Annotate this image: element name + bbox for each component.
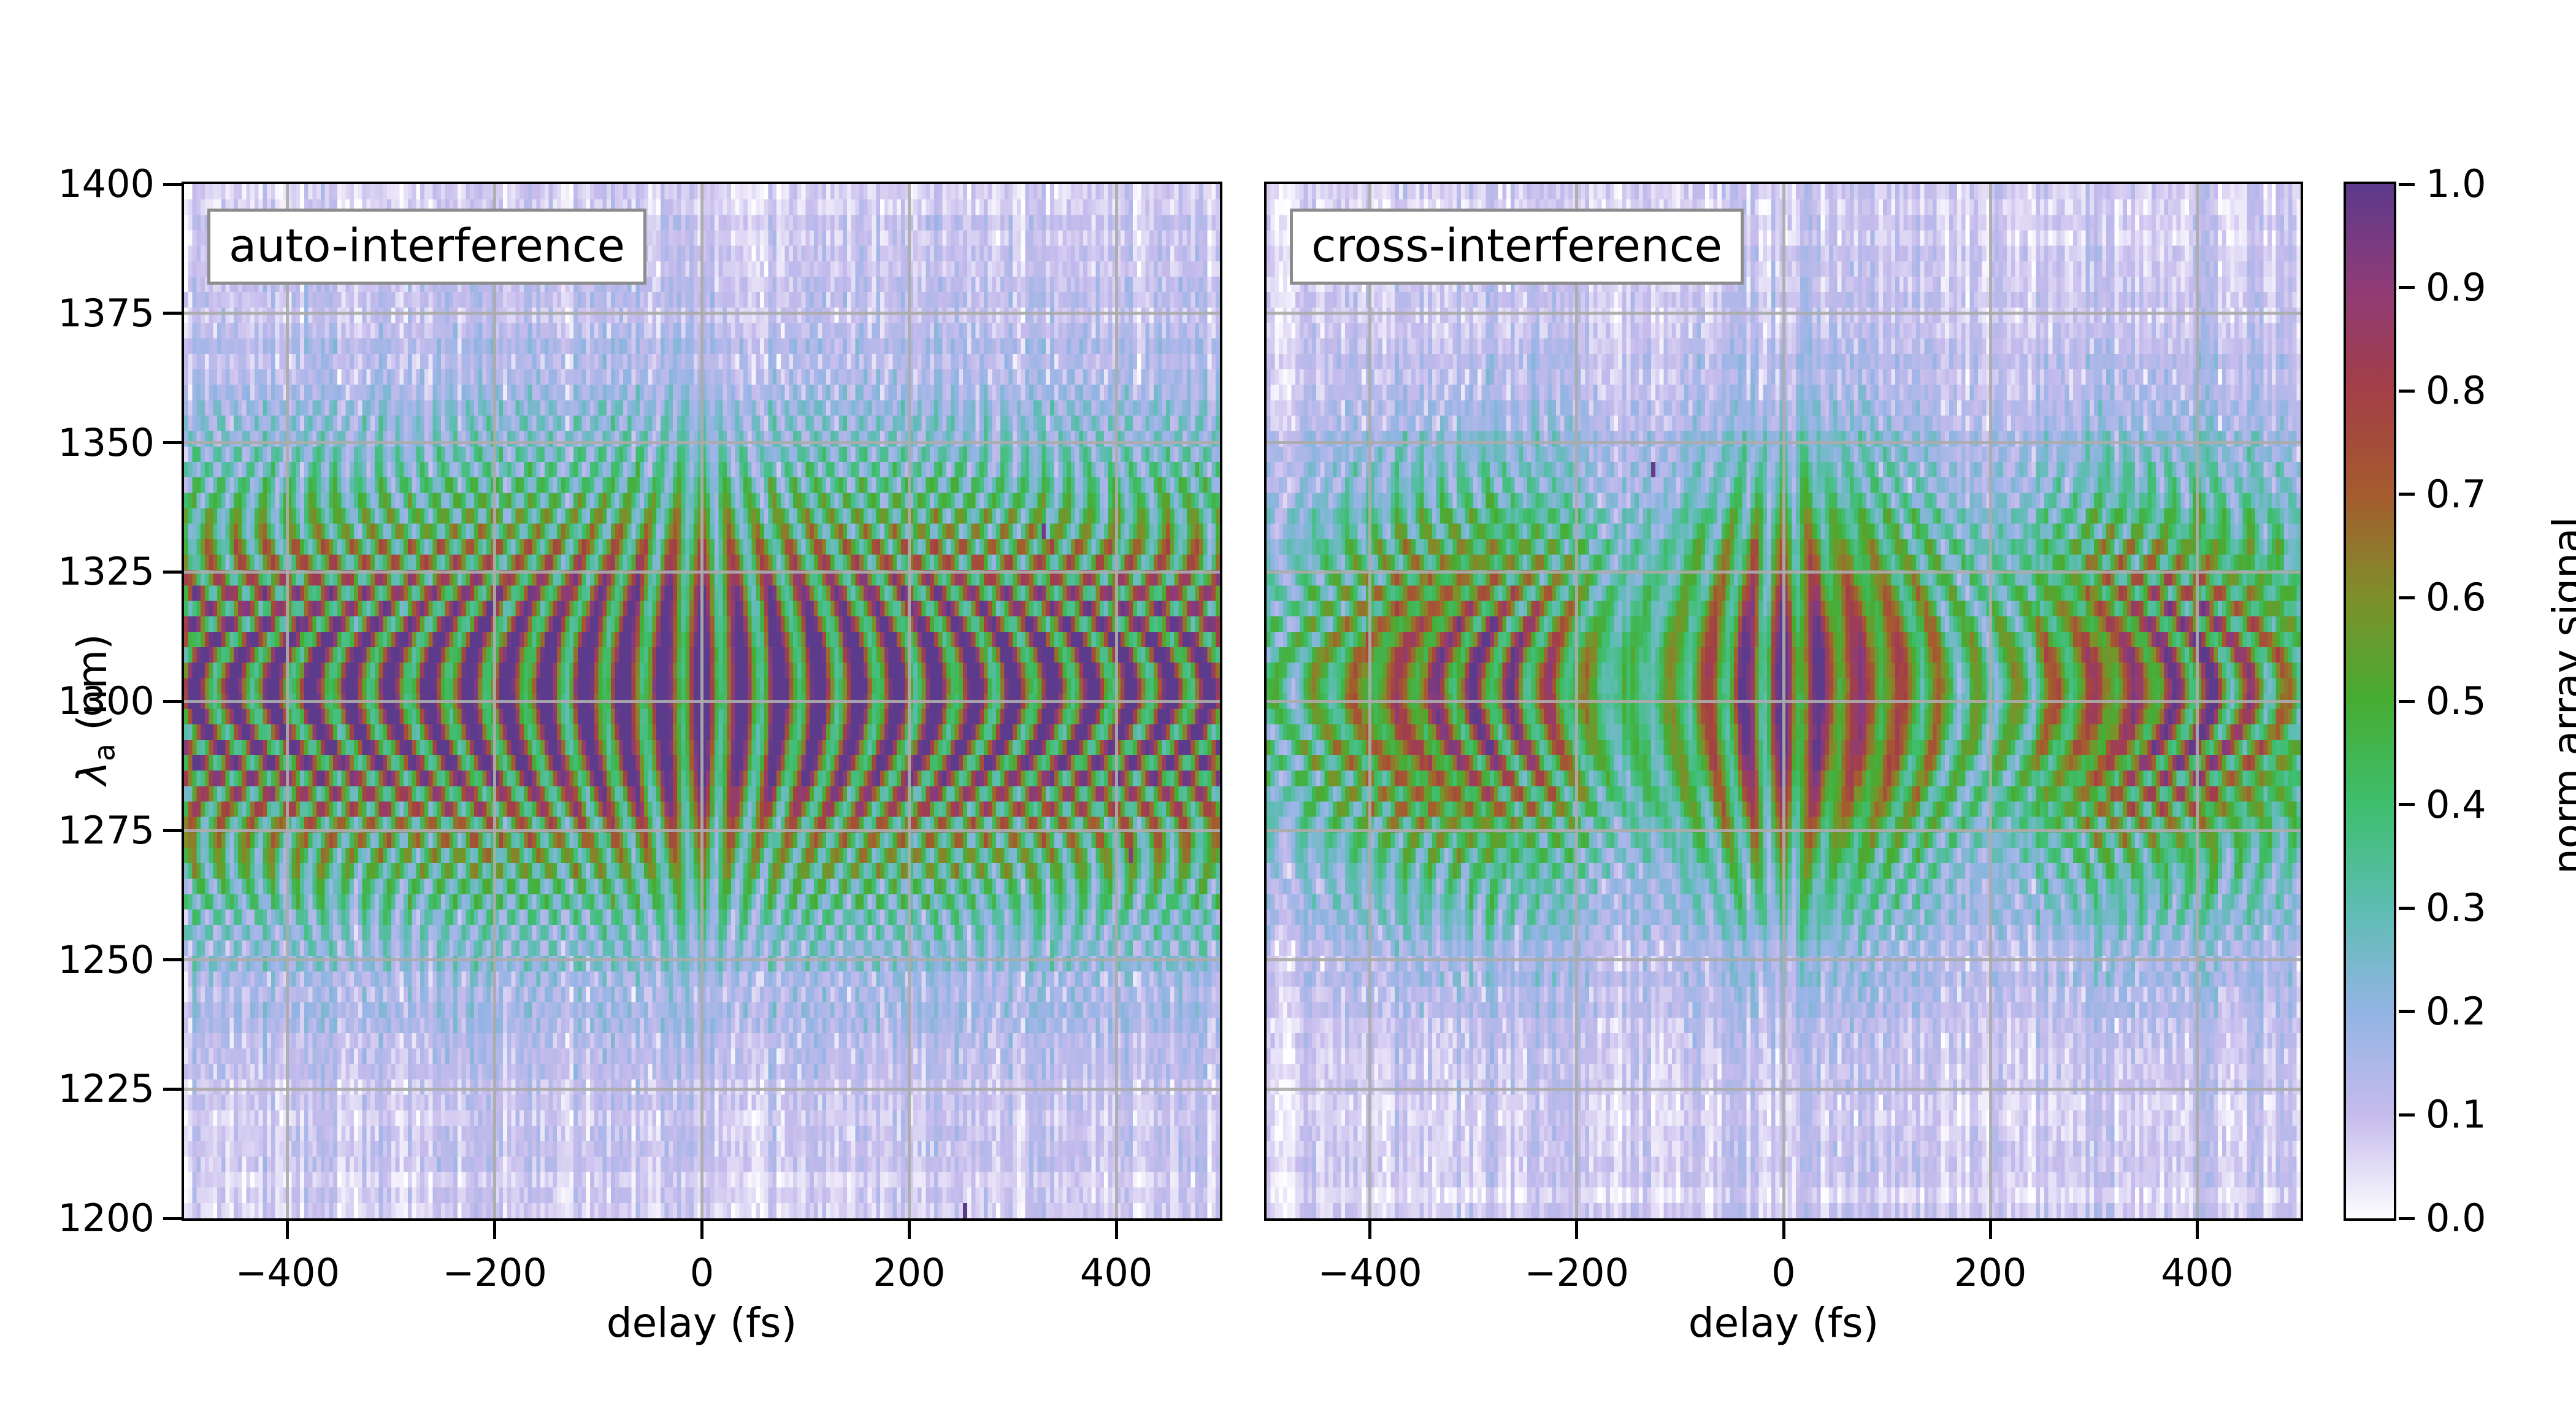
colorbar-tick [2399, 389, 2415, 393]
y-gridline [184, 829, 1220, 832]
y-tick-label: 1250 [58, 937, 155, 982]
y-tick [163, 182, 182, 186]
colorbar-tick [2399, 1217, 2415, 1220]
x-axis-label-left: delay (fs) [606, 1299, 797, 1347]
y-gridline [1267, 829, 2301, 832]
y-tick [163, 699, 182, 703]
colorbar-tick-label: 0.5 [2426, 678, 2486, 723]
x-axis-label-right: delay (fs) [1688, 1299, 1879, 1347]
colorbar-tick-label: 1.0 [2426, 161, 2486, 206]
x-tick [1988, 1221, 1992, 1239]
panel-title-cross-interference: cross-interference [1290, 209, 1744, 285]
x-tick [700, 1221, 703, 1239]
colorbar-gradient [2346, 184, 2394, 1218]
colorbar-tick [2399, 493, 2415, 496]
y-tick [163, 1087, 182, 1091]
y-tick [163, 441, 182, 444]
y-axis-label-subscript: a [88, 743, 122, 761]
colorbar-tick-label: 0.2 [2426, 988, 2486, 1034]
y-gridline [1267, 312, 2301, 315]
colorbar-tick-label: 0.8 [2426, 368, 2486, 413]
panel-title-auto-interference: auto-interference [207, 209, 647, 285]
x-tick-label: −400 [235, 1250, 340, 1295]
colorbar-tick-label: 0.4 [2426, 782, 2486, 827]
colorbar-tick-label: 0.3 [2426, 885, 2486, 931]
colorbar-tick [2399, 699, 2415, 703]
colorbar-tick [2399, 1113, 2415, 1117]
colorbar-label: norm array signal [2544, 517, 2576, 874]
y-gridline [184, 570, 1220, 574]
colorbar-tick-label: 0.7 [2426, 471, 2486, 517]
colorbar-tick-label: 0.6 [2426, 575, 2486, 620]
y-tick-label: 1350 [58, 420, 155, 465]
y-gridline [184, 312, 1220, 315]
colorbar-tick-label: 0.0 [2426, 1196, 2486, 1240]
x-tick [907, 1221, 911, 1239]
y-gridline [184, 1087, 1220, 1091]
y-tick-label: 1225 [58, 1066, 155, 1112]
x-tick [286, 1221, 289, 1239]
y-tick-label: 1200 [58, 1196, 155, 1240]
y-tick-label: 1400 [58, 161, 155, 206]
y-tick-label: 1275 [58, 807, 155, 853]
axes-cross-interference [1264, 182, 2303, 1221]
y-tick [163, 570, 182, 574]
x-tick [1575, 1221, 1579, 1239]
x-tick-label: 400 [1079, 1250, 1153, 1295]
colorbar-tick-label: 0.9 [2426, 264, 2486, 310]
x-tick-label: −200 [1524, 1250, 1629, 1295]
y-tick [163, 312, 182, 315]
y-gridline [1267, 699, 2301, 703]
y-gridline [1267, 958, 2301, 961]
y-gridline [1267, 441, 2301, 444]
x-tick-label: 400 [2161, 1250, 2234, 1295]
y-gridline [1267, 570, 2301, 574]
y-tick-label: 1325 [58, 549, 155, 594]
colorbar [2344, 182, 2396, 1221]
x-tick-label: 200 [873, 1250, 946, 1295]
x-tick [1782, 1221, 1785, 1239]
colorbar-tick [2399, 182, 2415, 186]
colorbar-tick [2399, 803, 2415, 807]
colorbar-tick [2399, 286, 2415, 290]
axes-auto-interference [182, 182, 1222, 1221]
y-gridline [1267, 1087, 2301, 1091]
y-tick [163, 829, 182, 832]
y-tick [163, 1217, 182, 1220]
x-tick-label: −200 [442, 1250, 547, 1295]
y-tick [163, 958, 182, 961]
x-tick-label: 0 [1771, 1250, 1796, 1295]
x-tick [493, 1221, 497, 1239]
x-tick-label: 200 [1954, 1250, 2027, 1295]
y-gridline [184, 958, 1220, 961]
x-tick-label: −400 [1317, 1250, 1422, 1295]
y-tick-label: 1375 [58, 290, 155, 336]
x-tick [1114, 1221, 1118, 1239]
y-axis-label-lambda: λ [69, 761, 116, 785]
colorbar-tick-label: 0.1 [2426, 1092, 2486, 1137]
y-gridline [184, 699, 1220, 703]
y-tick-label: 1300 [58, 678, 155, 723]
colorbar-tick [2399, 906, 2415, 910]
colorbar-tick [2399, 1010, 2415, 1013]
x-tick [2195, 1221, 2199, 1239]
x-tick [1368, 1221, 1372, 1239]
y-gridline [184, 441, 1220, 444]
colorbar-tick [2399, 596, 2415, 599]
x-tick-label: 0 [689, 1250, 715, 1295]
